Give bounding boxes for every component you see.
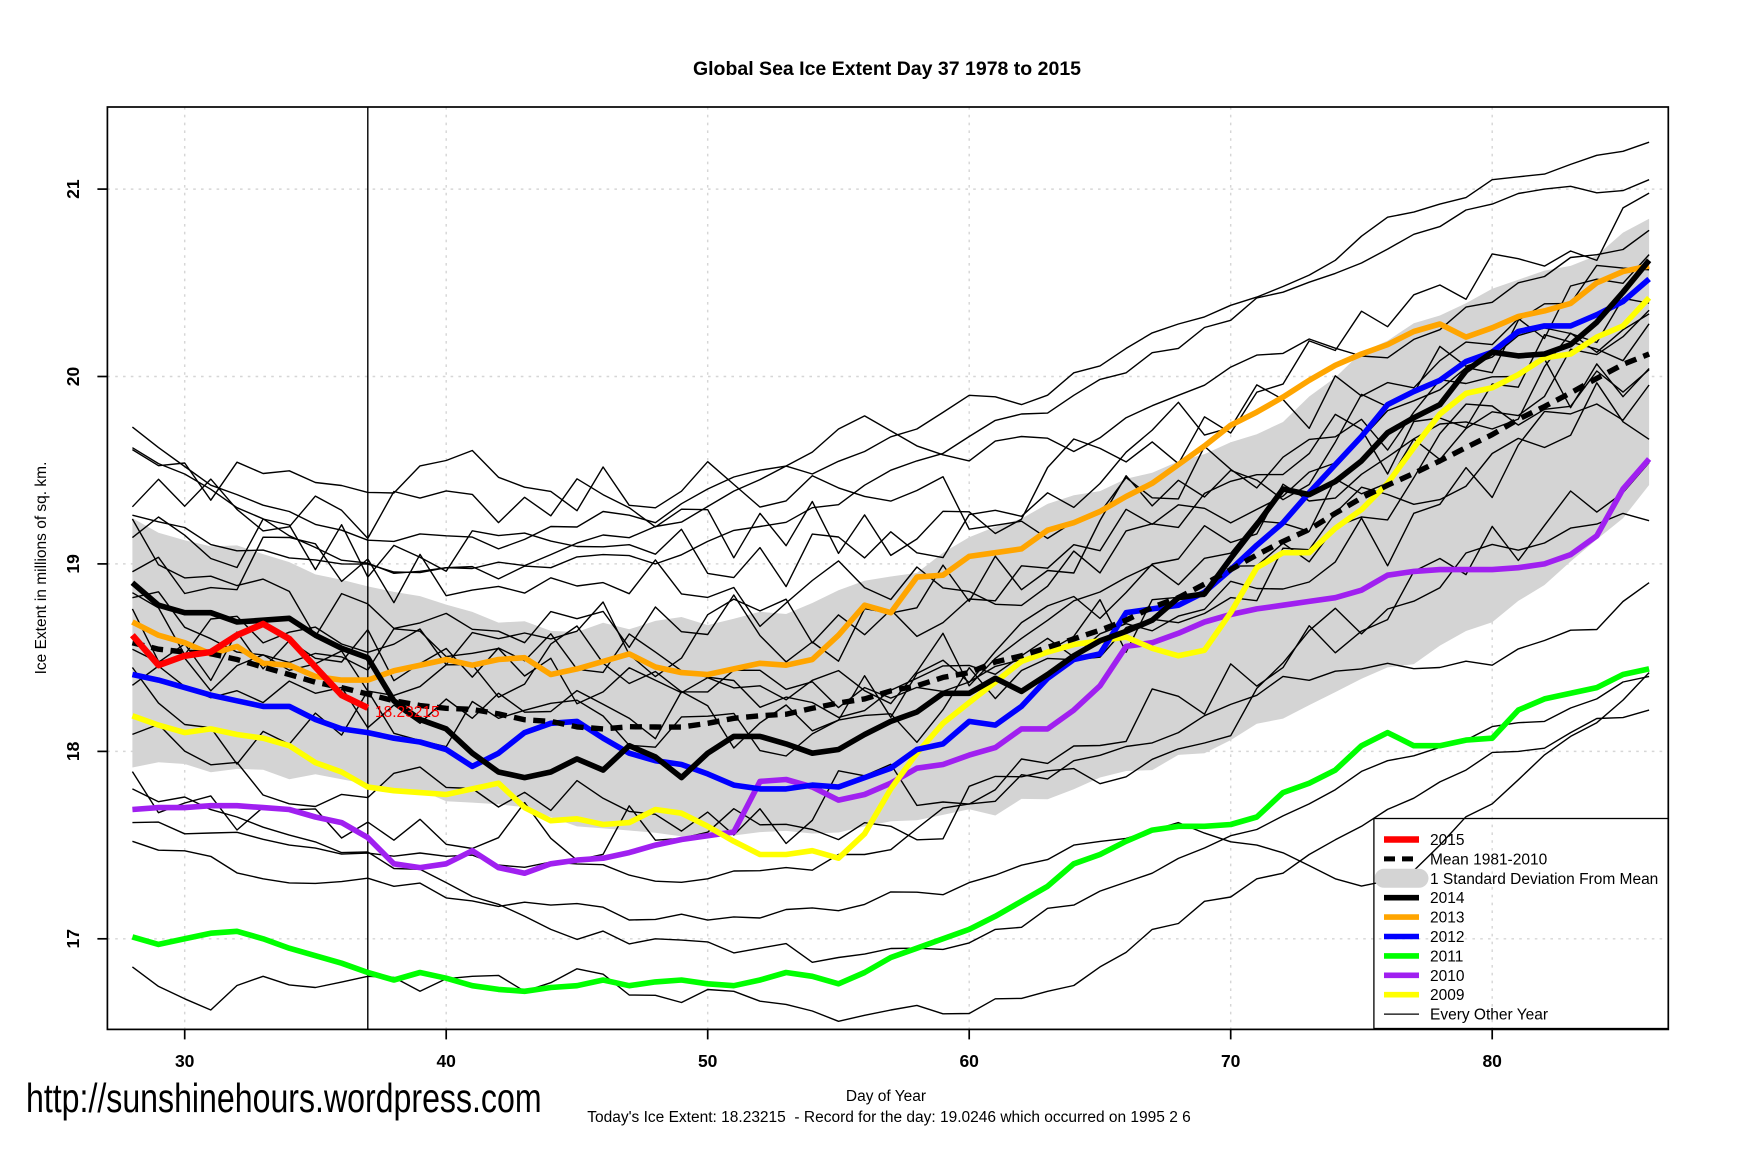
svg-text:Ice Extent in millions of sq.: Ice Extent in millions of sq. km. (33, 462, 50, 675)
svg-text:Today's Ice Extent: 18.23215: Today's Ice Extent: 18.23215 - Record fo… (587, 1109, 1191, 1126)
svg-text:2010: 2010 (1430, 968, 1465, 985)
svg-text:20: 20 (63, 367, 83, 387)
svg-text:2014: 2014 (1430, 890, 1465, 907)
svg-text:40: 40 (436, 1051, 456, 1071)
svg-text:2009: 2009 (1430, 987, 1464, 1004)
svg-text:http://sunshinehours.wordpress: http://sunshinehours.wordpress.com (26, 1075, 542, 1121)
svg-text:19: 19 (63, 554, 83, 574)
svg-text:70: 70 (1221, 1051, 1241, 1071)
svg-text:17: 17 (63, 929, 83, 948)
svg-text:18: 18 (63, 741, 83, 761)
svg-text:Day of Year: Day of Year (846, 1088, 926, 1105)
svg-text:2012: 2012 (1430, 929, 1464, 946)
svg-text:Every Other Year: Every Other Year (1430, 1007, 1548, 1024)
svg-text:Mean 1981-2010: Mean 1981-2010 (1430, 851, 1548, 868)
svg-text:50: 50 (698, 1051, 718, 1071)
svg-text:18.23215: 18.23215 (375, 704, 440, 721)
svg-text:2013: 2013 (1430, 910, 1464, 927)
svg-text:2015: 2015 (1430, 832, 1464, 849)
svg-text:1 Standard Deviation From Mean: 1 Standard Deviation From Mean (1430, 871, 1658, 888)
svg-text:30: 30 (175, 1051, 195, 1071)
svg-text:2011: 2011 (1430, 948, 1463, 965)
svg-text:Global Sea Ice Extent Day 37 1: Global Sea Ice Extent Day 37 1978 to 201… (693, 58, 1081, 80)
svg-text:21: 21 (63, 179, 83, 199)
svg-text:80: 80 (1482, 1051, 1502, 1071)
svg-text:60: 60 (959, 1051, 979, 1071)
